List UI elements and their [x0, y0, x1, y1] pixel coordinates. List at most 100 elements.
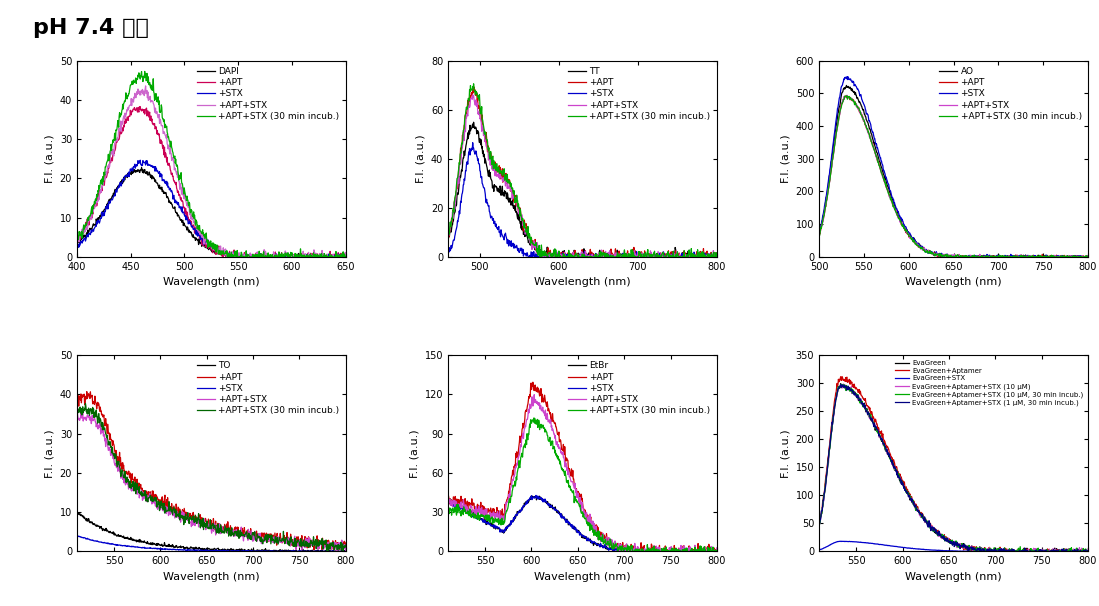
+APT+STX [564, 474, 577, 481]
+STX [882, 181, 896, 188]
EvaGreen+Aptamer [972, 548, 985, 555]
+APT+STX [274, 253, 287, 261]
+STX [1015, 253, 1029, 261]
EvaGreen [834, 380, 847, 387]
Legend: TT, +APT, +STX, +APT+STX, +APT+STX (30 min incub.): TT, +APT, +STX, +APT+STX, +APT+STX (30 m… [566, 65, 712, 123]
+APT+STX [251, 248, 264, 256]
Line: EvaGreen+Aptamer+STX (1 μM, 30 min incub.): EvaGreen+Aptamer+STX (1 μM, 30 min incub… [819, 384, 1088, 551]
+APT [274, 534, 287, 541]
EvaGreen+Aptamer+STX (10 μM, 30 min incub.) [934, 533, 947, 541]
+STX [466, 139, 479, 146]
Line: +APT+STX (30 min incub.): +APT+STX (30 min incub.) [77, 404, 346, 551]
EvaGreen+STX [812, 546, 825, 553]
+APT+STX [601, 253, 614, 261]
Line: DAPI: DAPI [77, 168, 346, 257]
Line: +STX: +STX [77, 160, 346, 257]
+STX [993, 251, 1007, 259]
+APT+STX (30 min incub.) [230, 530, 243, 537]
EvaGreen+Aptamer+STX (10 μM) [836, 381, 850, 388]
+APT [940, 253, 953, 261]
+APT+STX [70, 408, 84, 416]
EtBr [489, 525, 502, 533]
Line: +APT+STX: +APT+STX [448, 395, 717, 551]
EvaGreen+Aptamer [812, 521, 825, 528]
EvaGreen+STX [934, 547, 947, 554]
Y-axis label: F.I. (a.u.): F.I. (a.u.) [780, 135, 790, 183]
EtBr [600, 545, 613, 553]
+STX [274, 253, 287, 261]
EvaGreen+Aptamer+STX (10 μM) [993, 545, 1007, 553]
+APT+STX [993, 252, 1007, 259]
+APT+STX [118, 115, 131, 122]
+APT [489, 509, 502, 516]
EvaGreen+Aptamer+STX (1 μM, 30 min incub.) [972, 546, 985, 553]
+APT+STX (30 min incub.) [140, 491, 153, 498]
+APT+STX (30 min incub.) [340, 253, 353, 260]
AO [993, 253, 1007, 261]
DAPI [251, 252, 264, 259]
Line: +STX: +STX [448, 142, 717, 257]
+STX [511, 247, 524, 254]
+APT+STX (30 min incub.) [274, 536, 287, 543]
Legend: TO, +APT, +STX, +APT+STX, +APT+STX (30 min incub.): TO, +APT, +STX, +APT+STX, +APT+STX (30 m… [195, 359, 342, 418]
TT [601, 253, 614, 261]
EtBr [511, 508, 524, 515]
+STX [940, 253, 953, 261]
+APT [230, 252, 243, 259]
+STX [710, 253, 723, 261]
+APT [134, 103, 147, 110]
+APT [861, 126, 874, 133]
+APT+STX [466, 91, 479, 98]
+STX [70, 240, 84, 247]
+APT [118, 118, 131, 125]
+APT+STX [489, 513, 502, 520]
+STX [564, 520, 577, 527]
Line: +STX: +STX [819, 77, 1088, 257]
+APT+STX [230, 249, 243, 256]
+APT [489, 166, 502, 173]
+APT+STX (30 min incub.) [934, 251, 947, 258]
EvaGreen+Aptamer [1081, 548, 1095, 555]
+APT [645, 253, 658, 261]
EvaGreen+Aptamer+STX (1 μM, 30 min incub.) [993, 548, 1007, 555]
+APT+STX [489, 168, 502, 176]
+APT [140, 487, 153, 494]
+APT+STX (30 min incub.) [442, 233, 455, 241]
Line: +APT: +APT [448, 382, 717, 551]
Line: +APT+STX (30 min incub.): +APT+STX (30 min incub.) [448, 84, 717, 257]
EvaGreen+Aptamer+STX (10 μM) [976, 548, 989, 555]
+APT+STX [645, 548, 658, 555]
+STX [223, 548, 236, 555]
+APT [612, 548, 625, 555]
Line: +APT: +APT [77, 107, 346, 257]
+STX [522, 253, 535, 261]
+APT+STX [251, 538, 264, 545]
Line: +APT+STX: +APT+STX [448, 95, 717, 257]
+STX [118, 173, 131, 180]
+STX [140, 160, 153, 167]
Line: +STX: +STX [448, 496, 717, 551]
+APT [442, 231, 455, 238]
TO [222, 548, 235, 555]
+APT+STX [192, 514, 206, 521]
Line: +STX: +STX [77, 536, 346, 551]
+APT [70, 397, 84, 404]
Line: TT: TT [448, 122, 717, 257]
+STX [442, 248, 455, 256]
Legend: DAPI, +APT, +STX, +APT+STX, +APT+STX (30 min incub.): DAPI, +APT, +STX, +APT+STX, +APT+STX (30… [195, 65, 342, 123]
+APT+STX [511, 201, 524, 208]
+APT [251, 531, 264, 539]
EvaGreen+Aptamer+STX (10 μM, 30 min incub.) [812, 523, 825, 530]
EtBr [442, 496, 455, 504]
EvaGreen+Aptamer+STX (10 μM, 30 min incub.) [861, 408, 874, 415]
+APT+STX [1015, 253, 1029, 261]
+STX [118, 542, 131, 550]
EtBr [615, 548, 629, 555]
EvaGreen+STX [972, 548, 985, 555]
+STX [601, 253, 614, 261]
Line: EtBr: EtBr [448, 496, 717, 551]
+APT+STX [622, 253, 635, 261]
AO [861, 118, 874, 125]
+APT [140, 104, 153, 112]
+APT+STX (30 min incub.) [511, 197, 524, 204]
